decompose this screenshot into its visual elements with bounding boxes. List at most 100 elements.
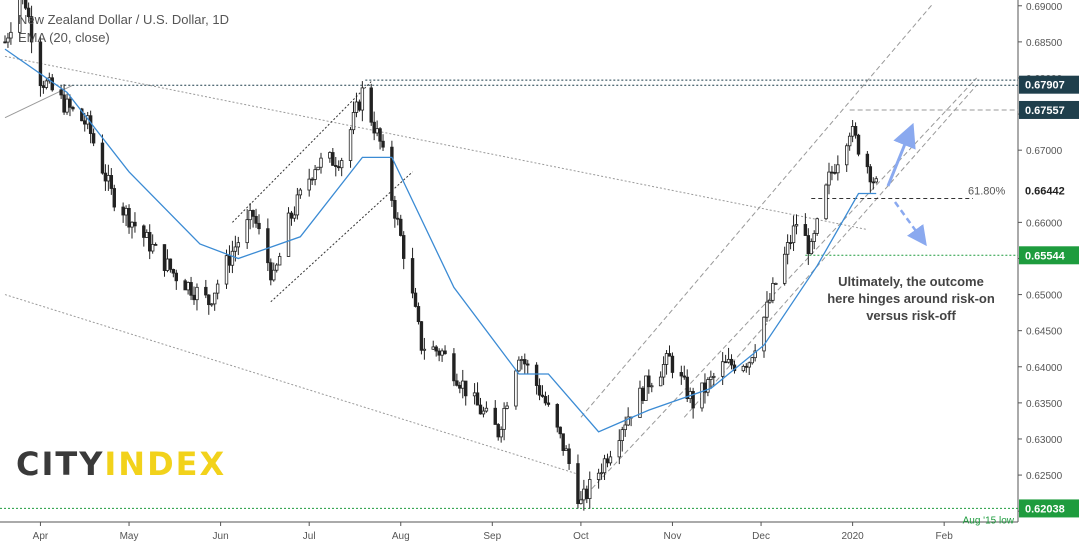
candle	[174, 269, 178, 290]
candle	[499, 426, 503, 443]
candle-body	[782, 253, 787, 284]
candle	[540, 385, 545, 398]
x-tick-label: 2020	[841, 531, 864, 542]
y-tick-label: 0.62500	[1026, 471, 1063, 482]
candle-body	[706, 379, 710, 393]
aug15-label: Aug '15 low	[963, 515, 1015, 526]
candle-body	[339, 160, 344, 169]
ema-line	[4, 48, 877, 433]
candle	[334, 156, 338, 177]
candle-body	[168, 258, 173, 270]
candle-body	[150, 244, 155, 252]
candle-body	[334, 164, 338, 167]
candle	[153, 242, 158, 246]
candle-body	[496, 424, 500, 438]
candle-body	[369, 87, 373, 123]
candle	[561, 433, 565, 456]
chart-subtitle: EMA (20, close)	[18, 30, 110, 45]
candle-body	[289, 212, 294, 219]
candle	[505, 401, 509, 410]
candle-body	[183, 280, 187, 291]
candle	[741, 364, 746, 373]
x-tick-label: Nov	[664, 531, 682, 542]
candle-body	[452, 353, 456, 382]
candle	[402, 231, 406, 270]
candle-body	[189, 282, 193, 296]
candle-body	[443, 350, 447, 355]
candle	[667, 345, 672, 357]
candle-body	[815, 218, 819, 234]
city-index-logo: CITYINDEX	[16, 445, 227, 483]
candle	[827, 162, 831, 195]
candle-body	[100, 142, 105, 174]
candle	[579, 491, 583, 505]
candle-body	[307, 178, 311, 191]
candle-body	[186, 282, 190, 291]
candle-body	[567, 448, 571, 464]
price-label: 0.62038	[1025, 503, 1065, 515]
candle	[148, 224, 152, 260]
y-tick-label: 0.65000	[1026, 291, 1063, 302]
candle-body	[679, 372, 684, 377]
candle-body	[771, 282, 775, 301]
candle-body	[517, 359, 521, 372]
candle-body	[399, 218, 403, 236]
candle-body	[762, 316, 766, 352]
price-label-box	[1019, 246, 1079, 265]
candle-body	[461, 380, 465, 389]
candle-body	[38, 41, 43, 87]
candle-body	[741, 365, 746, 372]
candle-body	[351, 112, 356, 131]
candle-body	[41, 85, 46, 88]
price-label: 0.66442	[1025, 185, 1065, 197]
candle	[691, 387, 695, 419]
candle	[588, 471, 592, 509]
candle	[23, 0, 28, 10]
candle-body	[372, 121, 376, 134]
candle-body	[602, 458, 607, 474]
candle	[272, 262, 276, 282]
candle-body	[605, 458, 610, 464]
candle-body	[109, 175, 114, 189]
candle-body	[419, 321, 424, 351]
candle-body	[286, 212, 291, 257]
candle	[275, 263, 279, 273]
candle	[109, 168, 114, 195]
candle	[836, 155, 840, 181]
candle	[133, 212, 137, 233]
price-label-box	[1018, 180, 1080, 200]
candle	[599, 463, 604, 480]
y-tick-label: 0.64000	[1026, 363, 1063, 374]
candle	[626, 407, 630, 427]
candle	[815, 217, 819, 236]
candle-body	[555, 404, 559, 428]
candle	[292, 206, 297, 222]
candle-body	[558, 426, 562, 435]
candle	[658, 371, 663, 387]
candle-body	[121, 206, 125, 216]
candle-body	[617, 440, 621, 458]
candle-body	[236, 242, 241, 248]
candle	[567, 443, 571, 470]
candle	[348, 127, 353, 168]
candle-body	[65, 98, 69, 113]
candle-body	[620, 429, 624, 441]
candle-body	[588, 479, 592, 500]
candle	[847, 132, 852, 151]
candle-body	[747, 362, 751, 368]
x-tick-label: May	[120, 531, 139, 542]
candle	[647, 369, 651, 394]
candle	[478, 397, 483, 415]
candle-body	[422, 348, 427, 351]
candle-body	[723, 361, 728, 364]
candle-body	[638, 387, 642, 418]
candle-body	[582, 488, 586, 501]
candle-body	[80, 108, 84, 122]
candle	[307, 168, 311, 197]
candle	[142, 224, 146, 247]
candle	[112, 184, 116, 212]
price-label-box	[1019, 100, 1079, 119]
candle	[100, 134, 105, 175]
candle	[434, 345, 438, 357]
